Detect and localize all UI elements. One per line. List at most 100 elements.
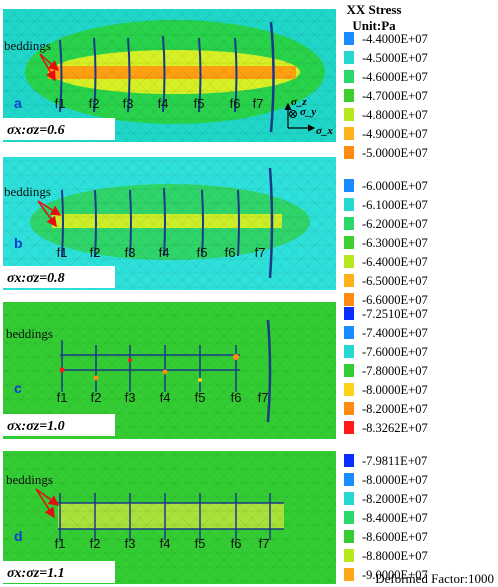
beddings-arrow: [37, 200, 57, 228]
header-unit: Unit:Pa: [352, 18, 396, 33]
panel-letter: d: [14, 528, 23, 544]
footer-deformed-factor: Deformed Factor:1000: [375, 571, 494, 586]
panel-letter: a: [14, 95, 22, 111]
legend-swatch: [344, 345, 354, 358]
legend-swatch: [344, 108, 354, 121]
legend-swatch: [344, 530, 354, 543]
axis-y-label: σ_y: [300, 106, 316, 118]
legend-swatch: [344, 568, 354, 581]
legend-swatch: [344, 127, 354, 140]
fault-label: f1: [55, 96, 66, 111]
beddings-arrow: [39, 53, 60, 71]
legend-value: -7.6000E+07: [362, 345, 428, 359]
ratio-box: [3, 561, 115, 583]
legend-value: -4.9000E+07: [362, 127, 428, 141]
fault-label: f3: [123, 96, 134, 111]
ratio-label: σx:σz=1.0: [7, 419, 65, 434]
beddings-label: beddings: [4, 184, 51, 199]
fault-label: f1: [57, 245, 68, 260]
legend-value: -6.2000E+07: [362, 217, 428, 231]
legend-value: -8.3262E+07: [362, 421, 428, 435]
legend-value: -4.5000E+07: [362, 51, 428, 65]
beddings-label: beddings: [6, 472, 53, 487]
beddings-arrow: [37, 200, 62, 216]
fault-label: f4: [160, 390, 171, 405]
fault-label: f6: [231, 536, 242, 551]
fault-label: f2: [91, 390, 102, 405]
panel-c-bedding-grid: [60, 319, 272, 423]
fault-label: f4: [158, 96, 169, 111]
axis-x-label: σ_x: [316, 125, 333, 137]
axis-z-label: σ_z: [291, 96, 307, 108]
legend-value: -8.0000E+07: [362, 383, 428, 397]
legend-swatch: [344, 421, 354, 434]
legend-value: -8.0000E+07: [362, 473, 428, 487]
fault-label: f5: [195, 536, 206, 551]
panel-b: beddings b f1 f2 f3 f4 f5 f6 f7 σx:σz=0.…: [3, 157, 336, 290]
legend-swatch: [344, 255, 354, 268]
legend-value: -8.2000E+07: [362, 402, 428, 416]
beddings-label: beddings: [4, 38, 51, 53]
legend-value: -6.4000E+07: [362, 255, 428, 269]
legend-swatch: [344, 326, 354, 339]
fault-label: f4: [159, 245, 170, 260]
fault-label: f3: [125, 245, 136, 260]
legend-value: -5.0000E+07: [362, 146, 428, 160]
fault-label: f3: [125, 390, 136, 405]
fault-label: f6: [225, 245, 236, 260]
legend-d: -7.9811E+07 -8.0000E+07 -8.2000E+07 -8.4000…: [344, 454, 428, 582]
legend-swatch: [344, 51, 354, 64]
legend-value: -7.4000E+07: [362, 326, 428, 340]
legend-value: -4.7000E+07: [362, 89, 428, 103]
legend-value: -4.4000E+07: [362, 32, 428, 46]
panel-c: beddings c f1 f2 f3 f4 f5 f6 f7 σx:σz=1.…: [3, 302, 336, 439]
legend-value: -6.5000E+07: [362, 274, 428, 288]
ratio-label: σx:σz=0.6: [7, 123, 65, 138]
legend-a: -4.4000E+07 -4.5000E+07 -4.6000E+07 -4.7000…: [344, 32, 428, 160]
panel-b-fault-lines: [61, 167, 274, 279]
legend-swatch: [344, 274, 354, 287]
fault-label: f7: [258, 390, 269, 405]
legend-c: -7.2510E+07 -7.4000E+07 -7.6000E+07 -7.8000…: [344, 307, 428, 435]
ratio-box: [3, 118, 115, 140]
beddings-arrow: [35, 488, 55, 519]
fault-label: f1: [55, 536, 66, 551]
ratio-box: [3, 414, 115, 436]
axis-indicator: σ_z σ_y σ_x: [284, 96, 333, 137]
legend-swatch: [344, 293, 354, 306]
legends: -4.4000E+07 -4.5000E+07 -4.6000E+07 -4.7000…: [344, 32, 428, 582]
legend-swatch: [344, 179, 354, 192]
legend-value: -6.0000E+07: [362, 179, 428, 193]
panel-a-fault-lines: [59, 21, 275, 133]
beddings-arrow: [35, 488, 60, 506]
legend-value: -6.1000E+07: [362, 198, 428, 212]
fault-label: f4: [160, 536, 171, 551]
panel-letter: c: [14, 380, 22, 396]
legend-swatch: [344, 402, 354, 415]
legend-value: -7.8000E+07: [362, 364, 428, 378]
fault-label: f3: [125, 536, 136, 551]
panel-letter: b: [14, 235, 23, 251]
fault-label: f5: [194, 96, 205, 111]
fault-label: f6: [231, 390, 242, 405]
legend-value: -8.8000E+07: [362, 549, 428, 563]
legend-swatch: [344, 473, 354, 486]
fault-label: f5: [197, 245, 208, 260]
ratio-box: [3, 266, 115, 288]
legend-swatch: [344, 549, 354, 562]
legend-swatch: [344, 146, 354, 159]
fault-label: f7: [259, 536, 270, 551]
legend-value: -4.6000E+07: [362, 70, 428, 84]
legend-value: -4.8000E+07: [362, 108, 428, 122]
beddings-arrow: [39, 53, 56, 82]
legend-swatch: [344, 454, 354, 467]
legend-value: -6.3000E+07: [362, 236, 428, 250]
panel-a: beddings a f1 f2 f3 f4 f5 f6 f7 σx:σz=0.…: [3, 9, 336, 142]
legend-swatch: [344, 70, 354, 83]
fault-label: f2: [89, 96, 100, 111]
panel-c-stress-spots: [59, 354, 239, 382]
legend-value: -7.2510E+07: [362, 307, 428, 321]
ratio-label: σx:σz=1.1: [7, 566, 65, 581]
fault-label: f2: [90, 245, 101, 260]
